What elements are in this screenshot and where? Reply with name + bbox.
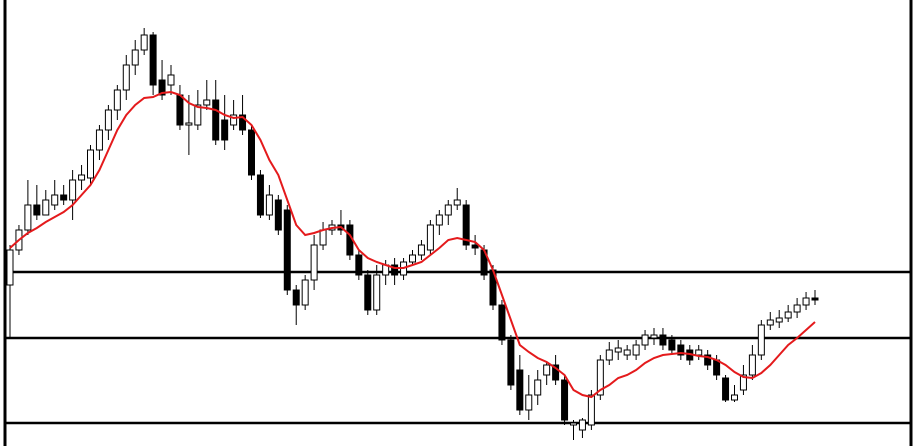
candle-body — [757, 324, 765, 356]
candle-body — [435, 214, 443, 226]
candle-body — [256, 174, 264, 216]
candle-body — [677, 344, 685, 356]
candle-body — [802, 297, 810, 306]
candle-body — [69, 179, 77, 201]
candle-body — [78, 174, 86, 181]
candle-body — [140, 34, 148, 51]
candle-body — [167, 74, 175, 86]
candle-body — [695, 349, 703, 356]
candle-body — [239, 114, 247, 131]
candle-body — [274, 199, 282, 231]
candle-body — [668, 339, 676, 351]
candle-body — [104, 109, 112, 131]
candle-body — [185, 122, 193, 126]
candle-body — [641, 334, 649, 346]
candle-body — [793, 304, 801, 313]
candle-body — [748, 354, 756, 376]
candle-body — [498, 304, 506, 341]
candle-body — [301, 279, 309, 306]
candle-body — [131, 49, 139, 66]
candle-body — [60, 194, 68, 201]
candle-body — [95, 129, 103, 151]
candle-body — [212, 99, 220, 141]
candle-body — [6, 249, 14, 286]
candle-body — [42, 199, 50, 216]
candle-body — [203, 99, 211, 106]
candle-body — [543, 364, 551, 376]
candle-body — [462, 204, 470, 246]
candle-body — [87, 149, 94, 179]
candle-body — [525, 394, 533, 411]
candle-body — [194, 104, 202, 126]
candle-body — [158, 79, 166, 96]
candle-body — [391, 264, 399, 276]
candle-body — [775, 317, 783, 323]
candle-body — [614, 347, 622, 353]
candle-body — [248, 129, 255, 176]
candle-body — [731, 394, 738, 401]
candle-body — [221, 119, 229, 141]
candle-body — [570, 422, 577, 426]
candle-body — [355, 254, 363, 276]
candle-body — [265, 194, 273, 216]
candle-body — [417, 244, 425, 256]
candle-body — [811, 297, 819, 301]
candle-body — [587, 394, 595, 426]
candle-body — [373, 274, 381, 311]
candle-body — [24, 204, 32, 231]
candle-body — [319, 229, 327, 246]
candle-body — [659, 334, 667, 346]
candle-body — [632, 344, 640, 356]
candle-body — [453, 199, 461, 206]
candle-body — [283, 209, 291, 291]
candle-body — [122, 64, 130, 91]
candle-body — [113, 89, 121, 111]
candle-body — [409, 254, 416, 263]
candle-body — [534, 379, 542, 396]
candle-body — [310, 244, 318, 281]
candle-body — [552, 364, 560, 381]
candle-body — [51, 194, 59, 206]
candle-body — [623, 349, 631, 356]
candle-body — [722, 377, 730, 401]
candle-body — [364, 274, 372, 311]
candle-body — [149, 34, 157, 86]
candle-body — [766, 319, 774, 326]
candle-body — [739, 374, 747, 391]
candle-body — [230, 114, 238, 126]
candle-body — [704, 354, 712, 366]
candle-body — [561, 379, 569, 421]
candle-body — [471, 244, 479, 249]
candle-body — [426, 224, 434, 251]
candle-body — [176, 94, 184, 126]
candle-body — [784, 311, 792, 319]
candle-body — [33, 204, 41, 216]
candle-body — [650, 334, 658, 339]
candle-body — [605, 349, 613, 361]
candle-body — [596, 359, 604, 396]
candle-body — [516, 369, 524, 411]
candle-body — [444, 204, 452, 216]
candle-body — [578, 419, 586, 431]
candle-body — [292, 289, 300, 306]
candle-body — [507, 339, 515, 386]
moving-average — [9, 90, 816, 399]
